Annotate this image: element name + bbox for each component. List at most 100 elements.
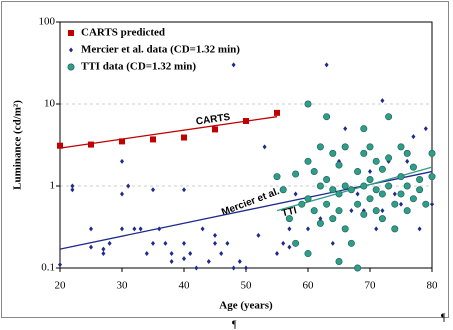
- point: [274, 109, 280, 116]
- point: [120, 226, 124, 232]
- point: [392, 191, 397, 197]
- point: [428, 173, 436, 181]
- point: [101, 251, 106, 257]
- point: [391, 200, 399, 208]
- point: [107, 240, 112, 246]
- point: [397, 173, 405, 181]
- y-tick-label: 0.1: [41, 262, 55, 274]
- point: [287, 226, 292, 232]
- point: [169, 251, 174, 257]
- point: [306, 226, 310, 232]
- point: [385, 154, 393, 162]
- point: [287, 244, 292, 250]
- point: [335, 161, 343, 169]
- point: [397, 190, 405, 198]
- point: [231, 62, 236, 68]
- point: [330, 240, 335, 246]
- point: [292, 170, 300, 178]
- point: [372, 157, 380, 165]
- point: [368, 169, 372, 175]
- point: [206, 259, 211, 265]
- point: [372, 186, 380, 194]
- point: [335, 190, 343, 198]
- point: [397, 143, 405, 151]
- x-tick-label: 70: [365, 280, 377, 292]
- point: [120, 158, 124, 164]
- point: [378, 215, 386, 223]
- point: [212, 126, 218, 133]
- point: [213, 240, 217, 246]
- point: [430, 201, 434, 207]
- point: [119, 138, 125, 145]
- point: [243, 118, 249, 125]
- point: [151, 240, 155, 246]
- point: [422, 200, 430, 208]
- point: [335, 258, 343, 266]
- point: [213, 232, 217, 238]
- point: [273, 173, 281, 181]
- point: [316, 143, 324, 151]
- legend-label: CARTS predicted: [81, 27, 165, 39]
- point: [403, 182, 411, 190]
- point: [182, 240, 186, 246]
- point: [304, 157, 312, 165]
- legend-label: Mercier et al. data (CD=1.32 min): [81, 44, 240, 56]
- point: [329, 215, 337, 223]
- x-tick-label: 40: [179, 280, 191, 292]
- point: [428, 149, 436, 157]
- point: [126, 183, 131, 189]
- point: [316, 182, 324, 190]
- point: [343, 126, 348, 132]
- point: [411, 134, 416, 140]
- point: [354, 264, 362, 272]
- point: [237, 259, 242, 265]
- point: [151, 187, 155, 193]
- point: [89, 244, 93, 250]
- point: [219, 251, 224, 257]
- point: [293, 191, 298, 197]
- point: [366, 176, 374, 184]
- point: [374, 226, 379, 232]
- point: [150, 136, 156, 143]
- point: [409, 163, 417, 171]
- point: [416, 186, 424, 194]
- point: [329, 186, 337, 194]
- point: [163, 240, 168, 246]
- point: [304, 100, 312, 108]
- paragraph-mark: ¶: [441, 312, 446, 323]
- point: [323, 200, 331, 208]
- x-tick-label: 50: [241, 280, 253, 292]
- point: [304, 250, 312, 258]
- point: [417, 226, 422, 232]
- point: [88, 141, 94, 148]
- point: [310, 168, 318, 176]
- point: [403, 149, 411, 157]
- legend-marker: [69, 47, 73, 53]
- point: [360, 182, 368, 190]
- point: [341, 143, 349, 151]
- legend-marker: [67, 63, 75, 71]
- point: [347, 186, 355, 194]
- x-tick-label: 30: [117, 280, 129, 292]
- y-tick-label: 10: [44, 98, 56, 110]
- point: [403, 207, 411, 215]
- point: [58, 262, 62, 268]
- point: [188, 251, 193, 257]
- point: [285, 215, 293, 223]
- point: [347, 239, 355, 247]
- point: [354, 168, 362, 176]
- y-tick-label: 100: [39, 16, 56, 28]
- point: [279, 186, 287, 194]
- point: [310, 207, 318, 215]
- x-tick-label: 20: [55, 280, 67, 292]
- point: [181, 134, 187, 141]
- point: [405, 158, 410, 164]
- point: [132, 226, 137, 232]
- frame: [1, 1, 449, 318]
- x-tick-label: 60: [303, 280, 315, 292]
- point: [57, 142, 63, 149]
- point: [70, 187, 75, 193]
- y-tick-label: 1: [50, 180, 56, 192]
- point: [372, 207, 380, 215]
